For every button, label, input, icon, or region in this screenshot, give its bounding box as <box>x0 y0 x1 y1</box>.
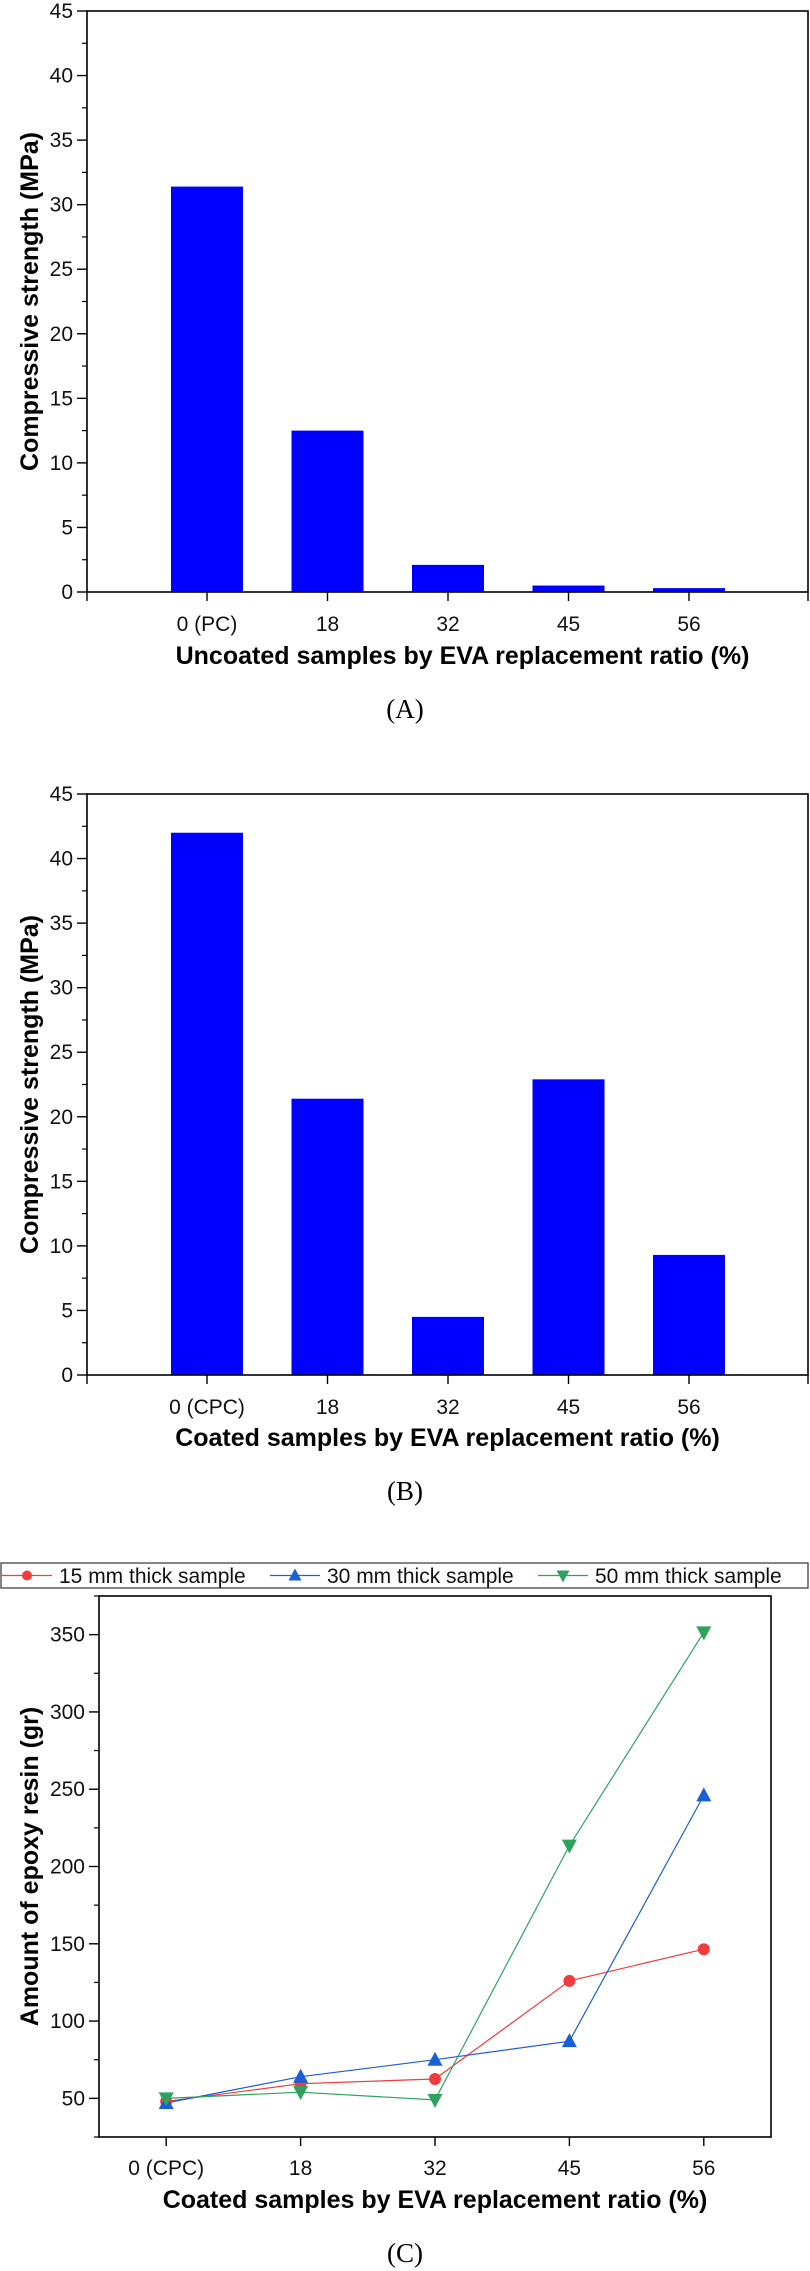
y-tick-label: 45 <box>50 0 73 23</box>
x-tick-label: 32 <box>436 613 459 636</box>
y-tick-label: 40 <box>50 848 73 871</box>
x-tick-label: 32 <box>423 2157 446 2180</box>
panel-label: (B) <box>387 1476 423 1506</box>
y-tick-label: 20 <box>50 323 73 346</box>
y-tick-label: 35 <box>50 129 73 152</box>
y-tick-label: 10 <box>50 1235 73 1258</box>
y-tick-label: 15 <box>50 387 73 410</box>
data-point <box>696 1787 712 1802</box>
bar-32 <box>412 1316 484 1375</box>
y-tick-label: 30 <box>50 977 73 1000</box>
series-3 <box>166 1632 705 2101</box>
x-tick-label: 45 <box>558 2157 581 2180</box>
y-tick-label: 25 <box>50 258 73 281</box>
y-tick-label: 15 <box>50 1170 73 1193</box>
bar-56 <box>653 1254 725 1375</box>
x-axis-label: Coated samples by EVA replacement ratio … <box>175 1424 720 1452</box>
x-tick-label: 56 <box>692 2157 715 2180</box>
x-tick-label: 56 <box>677 1396 700 1419</box>
x-tick-label: 0 (CPC) <box>169 1396 245 1419</box>
bar-45 <box>532 585 605 592</box>
data-point <box>561 1839 577 1854</box>
panel-label: (A) <box>386 694 423 724</box>
y-tick-label: 150 <box>50 1933 85 1956</box>
x-tick-label: 18 <box>289 2157 312 2180</box>
y-tick-label: 25 <box>50 1041 73 1064</box>
y-axis-label: Compressive strength (MPa) <box>16 132 44 471</box>
data-point <box>427 2051 443 2066</box>
chart-panel-a: 0 5 10 15 20 25 30 35 40 45 0 (PC) 18 32 45 56 Uncoated… <box>16 0 809 724</box>
bar-0-cpc- <box>171 832 243 1375</box>
data-point <box>696 1626 712 1641</box>
data-point <box>561 2033 577 2048</box>
x-tick-label: 45 <box>557 613 580 636</box>
x-tick-label: 32 <box>436 1396 459 1419</box>
data-point <box>293 2086 309 2101</box>
chart-panel-b: 0 5 10 15 20 25 30 35 40 45 0 (CPC) 18 32 45 56 Coated … <box>16 783 809 1506</box>
panel-label: (C) <box>387 2238 423 2268</box>
y-tick-label: 10 <box>50 452 73 475</box>
y-tick-label: 5 <box>61 1299 73 1322</box>
legend-box <box>0 1562 809 1589</box>
legend-label: 50 mm thick sample <box>595 1565 782 1588</box>
bar-0-pc- <box>171 186 243 592</box>
bar-18 <box>291 430 364 592</box>
legend: 15 mm thick sample 30 mm thick sample 50 m… <box>0 1562 809 1589</box>
x-tick-label: 45 <box>557 1396 580 1419</box>
y-tick-label: 250 <box>50 1778 85 1801</box>
y-tick-label: 35 <box>50 912 73 935</box>
bar-18 <box>291 1098 364 1375</box>
y-tick-label: 5 <box>61 516 73 539</box>
y-axis-label: Amount of epoxy resin (gr) <box>16 1707 44 2026</box>
legend-label: 30 mm thick sample <box>327 1565 514 1588</box>
y-tick-label: 200 <box>50 1856 85 1879</box>
y-tick-label: 0 <box>61 581 73 604</box>
x-tick-label: 0 (PC) <box>177 613 238 636</box>
x-axis-label: Coated samples by EVA replacement ratio … <box>163 2186 708 2214</box>
x-axis-label: Uncoated samples by EVA replacement rati… <box>176 642 750 670</box>
y-tick-label: 40 <box>50 65 73 88</box>
x-tick-label: 18 <box>316 1396 339 1419</box>
series-line <box>166 1632 705 2101</box>
legend-marker-triangle-down <box>556 1570 570 1583</box>
data-point <box>563 1974 576 1987</box>
data-point <box>429 2073 441 2086</box>
y-tick-label: 50 <box>62 2087 85 2110</box>
x-tick-label: 18 <box>316 613 339 636</box>
legend-marker-triangle-up <box>288 1568 302 1581</box>
y-tick-label: 100 <box>50 2010 85 2033</box>
legend-marker-circle <box>22 1570 32 1581</box>
bar-45 <box>532 1079 605 1375</box>
data-point <box>427 2093 443 2108</box>
bar-56 <box>653 588 725 592</box>
y-tick-label: 300 <box>50 1701 85 1724</box>
legend-label: 15 mm thick sample <box>59 1565 246 1588</box>
bar-32 <box>412 564 484 592</box>
x-tick-label: 0 (CPC) <box>128 2157 204 2180</box>
y-tick-label: 20 <box>50 1106 73 1129</box>
x-tick-label: 56 <box>677 613 700 636</box>
y-axis-label: Compressive strength (MPa) <box>16 915 44 1254</box>
y-tick-label: 0 <box>61 1364 73 1387</box>
y-tick-label: 45 <box>50 783 73 806</box>
data-point <box>158 2092 174 2107</box>
chart-panel-c: 50 100 150 200 250 300 350 0 (CPC) 18 32 45 56 Coate… <box>0 1562 809 2268</box>
data-point <box>293 2068 309 2083</box>
data-point <box>697 1943 710 1956</box>
y-tick-label: 30 <box>50 194 73 217</box>
y-tick-label: 350 <box>50 1624 85 1647</box>
